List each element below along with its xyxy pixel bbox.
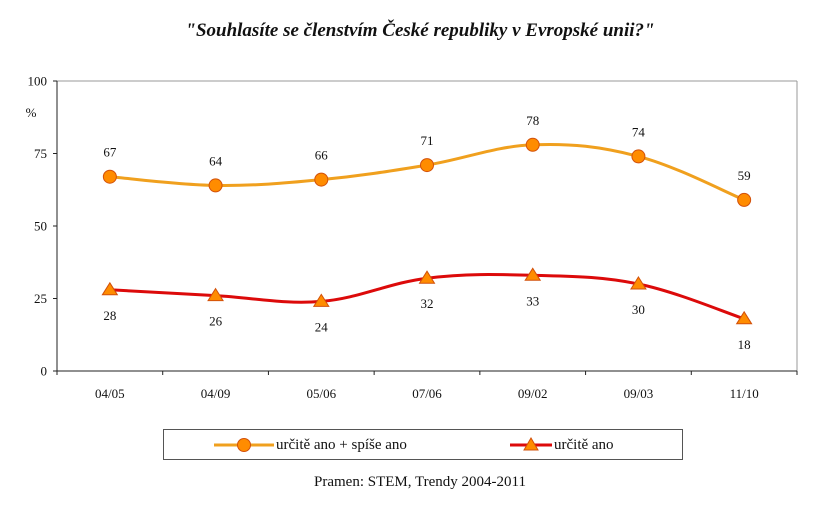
x-tick-label: 11/10	[730, 386, 759, 401]
y-tick-label: 50	[34, 219, 47, 234]
data-point	[102, 169, 117, 184]
triangle-marker-icon	[510, 437, 552, 451]
data-label: 67	[103, 145, 117, 160]
circle-marker-icon	[214, 438, 274, 452]
data-point	[630, 276, 647, 290]
data-point	[631, 149, 646, 164]
data-label: 66	[315, 148, 329, 163]
data-label: 18	[738, 337, 751, 352]
y-tick-label: 75	[34, 146, 47, 161]
data-point	[737, 192, 752, 207]
legend: určitě ano + spíše ano určitě ano	[163, 429, 683, 460]
series-line-1	[109, 142, 745, 202]
data-point	[207, 287, 224, 302]
data-point	[524, 267, 542, 281]
data-point	[312, 293, 330, 307]
data-point	[525, 137, 540, 152]
data-label: 24	[315, 319, 329, 334]
data-label: 64	[209, 153, 223, 168]
data-label: 30	[632, 302, 645, 317]
x-tick-label: 09/03	[624, 386, 654, 401]
x-tick-label: 04/09	[201, 386, 231, 401]
y-tick-label: 0	[41, 364, 48, 379]
x-tick-label: 09/02	[518, 386, 548, 401]
data-point	[101, 281, 119, 296]
data-label: 78	[526, 113, 539, 128]
data-label: 28	[103, 308, 116, 323]
data-point	[418, 270, 436, 284]
legend-label: určitě ano + spíše ano	[276, 436, 407, 453]
y-tick-label: 25	[34, 291, 47, 306]
source-note: Pramen: STEM, Trendy 2004-2011	[314, 474, 526, 490]
data-point	[420, 158, 434, 173]
legend-item-series-2: určitě ano	[510, 435, 614, 455]
x-tick-label: 04/05	[95, 386, 125, 401]
data-label: 71	[421, 133, 434, 148]
data-point	[735, 310, 753, 325]
data-label: 26	[209, 314, 223, 329]
x-tick-label: 05/06	[306, 386, 336, 401]
data-label: 59	[738, 168, 751, 183]
chart-title: "Souhlasíte se členstvím České republiky…	[185, 20, 655, 41]
legend-item-series-1: určitě ano + spíše ano	[214, 435, 407, 455]
data-label: 33	[526, 293, 539, 308]
data-label: 74	[632, 124, 646, 139]
x-tick-label: 07/06	[412, 386, 442, 401]
data-point	[314, 172, 329, 187]
y-axis-title: %	[26, 105, 37, 120]
legend-label: určitě ano	[554, 436, 614, 453]
data-point	[208, 178, 223, 193]
y-tick-label: 100	[28, 74, 48, 89]
data-label: 32	[421, 296, 434, 311]
